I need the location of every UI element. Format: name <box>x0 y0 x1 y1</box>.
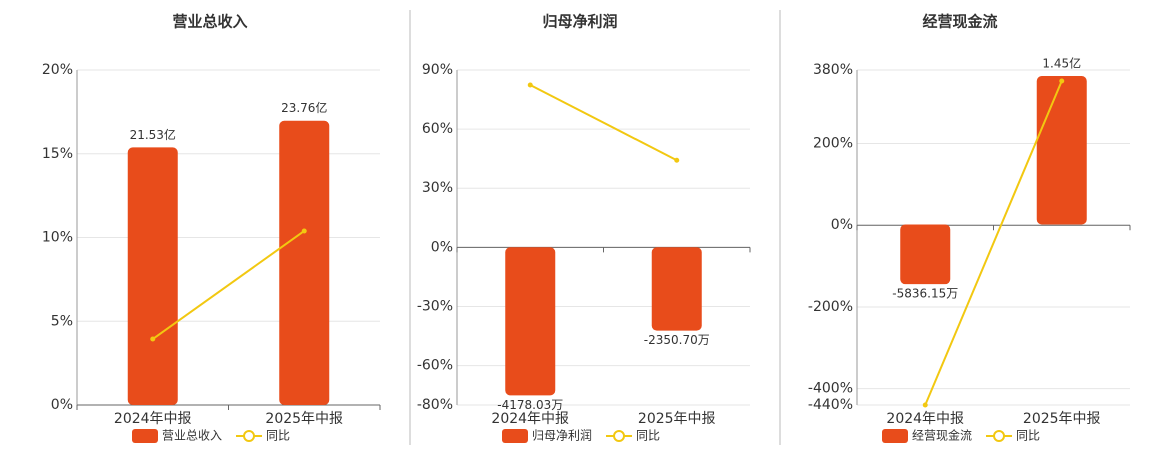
y-tick-label: 5% <box>51 313 73 329</box>
y-tick-label: 380% <box>813 62 853 78</box>
y-tick-label: 200% <box>813 136 853 152</box>
line <box>529 84 678 162</box>
y-tick-label: 20% <box>42 62 73 78</box>
x-tick-label: 2024年中报 <box>114 411 192 427</box>
legend-label: 同比 <box>1016 429 1040 443</box>
x-tick-label: 2025年中报 <box>1023 411 1101 427</box>
x-tick-label: 2025年中报 <box>265 411 343 427</box>
y-tick-label: 90% <box>422 62 453 78</box>
line <box>152 230 305 340</box>
legend-swatch <box>993 430 1006 442</box>
bar-value-label: 1.45亿 <box>1042 56 1081 71</box>
y-tick-label: 60% <box>422 121 453 137</box>
legend-label: 同比 <box>636 429 660 443</box>
y-tick-label: -60% <box>417 358 453 374</box>
line-point <box>301 228 307 234</box>
bar-value-label: -5836.15万 <box>892 287 958 301</box>
line-point <box>674 157 680 163</box>
line-point <box>1059 78 1065 84</box>
chart-title: 归母净利润 <box>542 13 617 31</box>
legend-label: 经营现金流 <box>912 428 972 443</box>
y-tick-label: 0% <box>431 239 453 255</box>
legend-swatch <box>132 429 158 443</box>
legend-label: 归母净利润 <box>532 429 592 443</box>
chart-title: 经营现金流 <box>922 13 997 31</box>
bar <box>279 120 330 405</box>
bar <box>651 247 702 331</box>
legend-label: 营业总收入 <box>162 429 222 443</box>
y-tick-label: -440% <box>808 397 853 413</box>
line-point <box>922 402 928 408</box>
legend-swatch <box>243 430 256 442</box>
x-tick-label: 2025年中报 <box>638 411 716 427</box>
y-tick-label: -200% <box>808 299 853 315</box>
legend-swatch <box>882 429 908 443</box>
legend-swatch <box>502 429 528 443</box>
bar <box>1036 76 1087 225</box>
y-tick-label: 0% <box>831 217 853 233</box>
y-tick-label: -400% <box>808 381 853 397</box>
chart-title: 营业总收入 <box>172 13 247 31</box>
y-tick-label: 0% <box>51 397 73 413</box>
bar-value-label: -2350.70万 <box>644 333 710 347</box>
bar <box>127 147 178 405</box>
line-point <box>150 336 156 342</box>
bar-value-label: -4178.03万 <box>497 398 563 412</box>
y-tick-label: 15% <box>42 146 73 162</box>
y-tick-label: -80% <box>417 397 453 413</box>
line <box>924 80 1063 406</box>
y-tick-label: -30% <box>417 298 453 314</box>
y-tick-label: 10% <box>42 230 73 246</box>
legend-swatch <box>613 430 626 442</box>
bar-value-label: 23.76亿 <box>281 100 327 115</box>
line-point <box>527 82 533 88</box>
bar-value-label: 21.53亿 <box>130 127 176 142</box>
x-tick-label: 2024年中报 <box>886 411 964 427</box>
x-tick-label: 2024年中报 <box>491 411 569 427</box>
legend-label: 同比 <box>266 429 290 443</box>
bar <box>505 247 556 396</box>
bar <box>900 224 951 285</box>
y-tick-label: 30% <box>422 180 453 196</box>
